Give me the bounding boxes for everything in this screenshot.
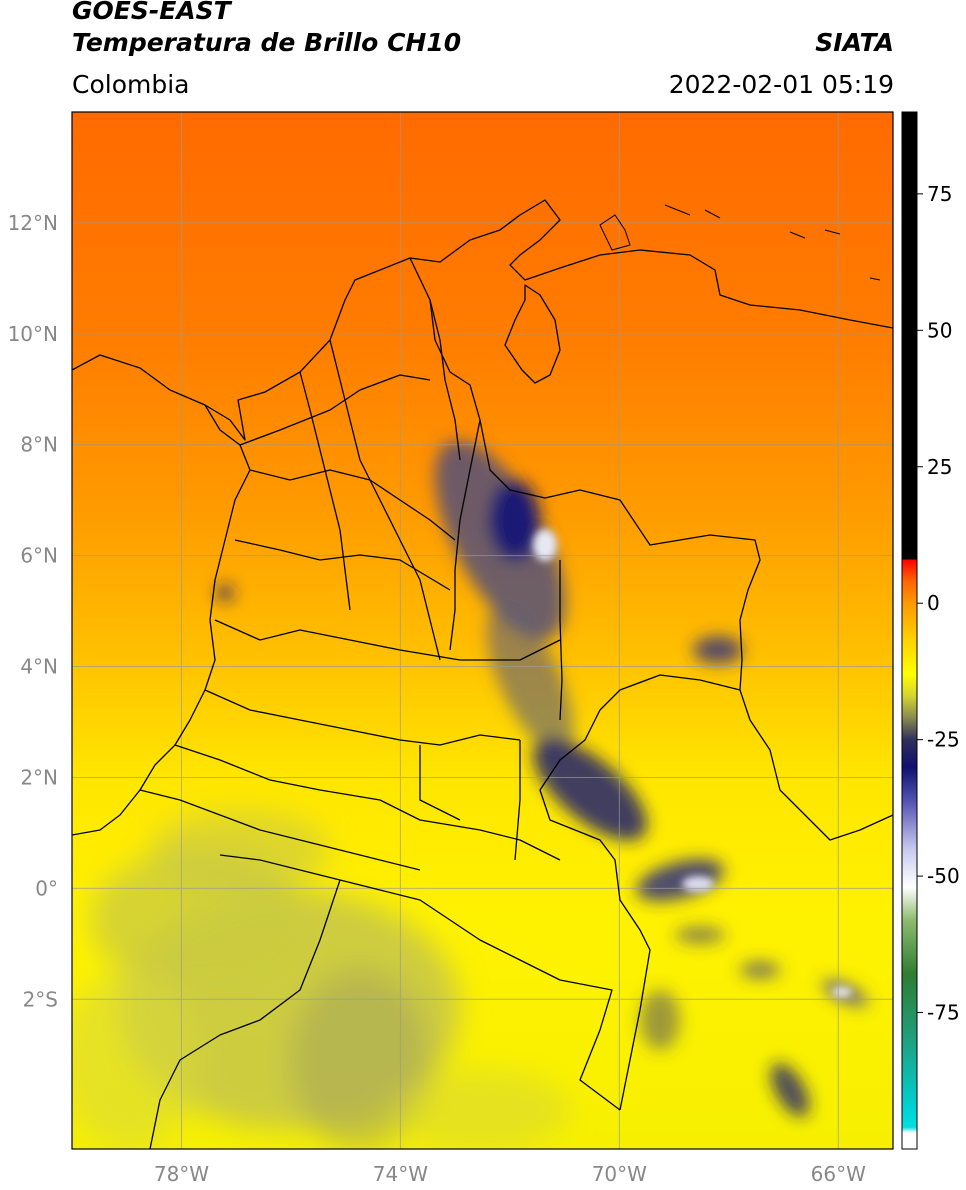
colombia-peru-border <box>219 854 621 1111</box>
satellite-title: GOES-EAST <box>72 0 231 25</box>
map-area <box>72 112 893 1149</box>
colorbar-tick-label: -75 <box>927 1001 960 1025</box>
department-lines-2 <box>299 299 563 861</box>
latitude-label: 6°N <box>20 544 58 568</box>
latitude-label: 2°N <box>20 765 58 789</box>
latitude-label: 2°S <box>23 987 58 1011</box>
latitude-label: 4°N <box>20 655 58 679</box>
region-label: Colombia <box>72 70 190 99</box>
colorbar-ticks: 75 50 25 0 -25 -50 -75 <box>917 182 960 1025</box>
latitude-label: 8°N <box>20 433 58 457</box>
longitude-label: 70°W <box>592 1162 647 1186</box>
colombia-brazil-border <box>539 674 741 1111</box>
colorbar <box>902 112 917 1149</box>
maracaibo-lake <box>504 284 561 384</box>
colorbar-tick-label: 0 <box>927 591 940 615</box>
latitude-label: 0° <box>35 876 58 900</box>
latitude-label: 12°N <box>8 211 58 235</box>
map-frame <box>71 111 894 1150</box>
caribbean-coastline <box>72 199 893 441</box>
colorbar-tick-label: 75 <box>927 182 952 206</box>
pacific-coastline <box>72 404 251 836</box>
longitude-label: 66°W <box>811 1162 866 1186</box>
margarita-coast <box>599 214 631 251</box>
colorbar-frame <box>901 111 918 1150</box>
colorbar-tick-label: -50 <box>927 864 960 888</box>
map-gridlines <box>72 112 893 1149</box>
colorbar-tick-label: 50 <box>927 318 952 342</box>
datetime-label: 2022-02-01 05:19 <box>668 70 894 99</box>
latitude-tick-labels: 12°N 10°N 8°N 6°N 4°N 2°N 0° 2°S <box>8 211 58 1011</box>
longitude-label: 78°W <box>154 1162 209 1186</box>
curacao-aruba <box>664 204 881 281</box>
agency-label: SIATA <box>815 28 894 57</box>
map-borders <box>72 199 893 1149</box>
colombia-venezuela-border <box>409 257 893 841</box>
islands <box>599 204 881 281</box>
longitude-tick-labels: 78°W 74°W 70°W 66°W <box>154 1162 866 1186</box>
longitude-label: 74°W <box>373 1162 428 1186</box>
colorbar-tick-label: 25 <box>927 455 952 479</box>
ecuador-peru-border <box>149 879 341 1149</box>
colorbar-tick-label: -25 <box>927 728 960 752</box>
latitude-label: 10°N <box>8 322 58 346</box>
olive-cloud-field <box>72 810 570 1149</box>
product-title: Temperatura de Brillo CH10 <box>72 28 462 57</box>
